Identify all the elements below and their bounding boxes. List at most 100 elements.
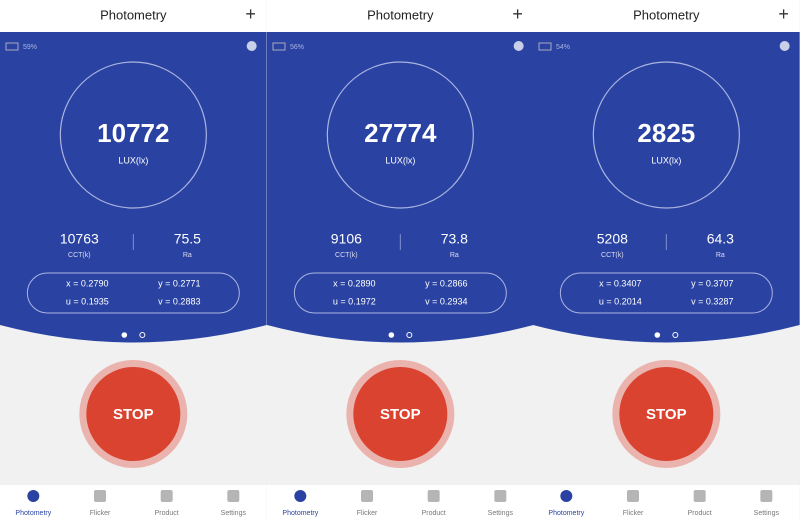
- nav-icon[interactable]: [560, 490, 573, 502]
- stop-label: STOP: [113, 406, 154, 423]
- cct-value: 9106: [330, 231, 361, 247]
- stop-button[interactable]: [352, 367, 447, 461]
- lux-unit: LUX(lx): [652, 155, 682, 165]
- header: [0, 0, 267, 32]
- lux-ring: [59, 61, 207, 209]
- nav-label[interactable]: Settings: [221, 510, 247, 517]
- y-coord: y = 0.2771: [158, 278, 200, 288]
- header-title: Photometry: [100, 7, 167, 22]
- nav-icon[interactable]: [160, 490, 173, 502]
- lux-value: 27774: [364, 118, 437, 148]
- ra-value: 64.3: [707, 231, 734, 247]
- ra-label: Ra: [183, 252, 192, 259]
- u-coord: u = 0.1972: [333, 296, 376, 306]
- bottom-nav: [533, 485, 800, 522]
- v-coord: v = 0.3287: [691, 296, 733, 306]
- phone-screen: Photometry +54% 2825 LUX(lx) 5208 CCT(k) 64.3 R…: [533, 0, 800, 522]
- ra-label: Ra: [716, 252, 725, 259]
- cct-label: CCT(k): [335, 252, 358, 259]
- bottom-nav: [0, 485, 267, 522]
- u-coord: u = 0.2014: [599, 296, 642, 306]
- x-coord: x = 0.2890: [333, 278, 375, 288]
- v-coord: v = 0.2934: [425, 296, 467, 306]
- cct-label: CCT(k): [601, 252, 624, 259]
- nav-icon[interactable]: [693, 490, 706, 502]
- bluetooth-icon: [779, 41, 790, 51]
- add-button[interactable]: +: [245, 4, 256, 24]
- x-coord: x = 0.3407: [599, 278, 641, 288]
- battery-icon: [538, 42, 552, 51]
- cct-value: 10763: [60, 231, 99, 247]
- nav-icon[interactable]: [493, 490, 506, 502]
- page-dot: [672, 332, 679, 338]
- nav-label[interactable]: Settings: [487, 510, 513, 517]
- nav-label[interactable]: Photometry: [282, 510, 318, 517]
- header: [266, 0, 534, 32]
- lux-ring: [326, 61, 474, 209]
- ra-value: 73.8: [440, 231, 467, 247]
- chromaticity-box: [26, 272, 240, 314]
- page-dot-active: [654, 332, 661, 338]
- ra-label: Ra: [450, 252, 459, 259]
- nav-label[interactable]: Product: [421, 510, 445, 517]
- nav-icon[interactable]: [627, 490, 640, 502]
- stop-label: STOP: [646, 406, 687, 423]
- phone-screen: Photometry +59% 10772 LUX(lx) 10763 CCT(k) 75.…: [0, 0, 267, 522]
- chromaticity-box: [560, 272, 774, 314]
- stop-button[interactable]: [619, 367, 714, 461]
- lux-unit: LUX(lx): [118, 155, 148, 165]
- header-title: Photometry: [367, 7, 434, 22]
- nav-icon[interactable]: [360, 490, 373, 502]
- header: [533, 0, 800, 32]
- y-coord: y = 0.2866: [425, 278, 467, 288]
- page-dot-active: [121, 332, 128, 338]
- nav-label[interactable]: Flicker: [623, 510, 644, 517]
- blue-panel: [266, 32, 534, 343]
- nav-label[interactable]: Product: [688, 510, 712, 517]
- lux-value: 2825: [638, 118, 696, 148]
- cct-label: CCT(k): [68, 252, 91, 259]
- chromaticity-box: [293, 272, 507, 314]
- nav-icon[interactable]: [227, 490, 240, 502]
- x-coord: x = 0.2790: [66, 278, 108, 288]
- battery-level: 54%: [556, 44, 570, 51]
- nav-label[interactable]: Photometry: [15, 510, 51, 517]
- battery-icon: [5, 42, 19, 51]
- battery-icon: [272, 42, 286, 51]
- bluetooth-icon: [513, 41, 524, 51]
- page-dot: [405, 332, 412, 338]
- ra-value: 75.5: [174, 231, 201, 247]
- nav-icon[interactable]: [760, 490, 773, 502]
- lux-unit: LUX(lx): [385, 155, 415, 165]
- nav-icon[interactable]: [27, 490, 40, 502]
- v-coord: v = 0.2883: [158, 296, 200, 306]
- add-button[interactable]: +: [779, 4, 790, 24]
- nav-label[interactable]: Flicker: [90, 510, 111, 517]
- nav-icon[interactable]: [427, 490, 440, 502]
- stop-button[interactable]: [86, 367, 181, 461]
- header-title: Photometry: [633, 7, 700, 22]
- phone-screen: Photometry +56% 27774 LUX(lx) 9106 CCT(k) 73.8…: [266, 0, 534, 522]
- page-dot-active: [388, 332, 394, 338]
- nav-icon[interactable]: [94, 490, 106, 502]
- bluetooth-icon: [246, 41, 257, 51]
- lux-ring: [593, 61, 741, 209]
- bottom-nav: [266, 485, 534, 522]
- blue-panel: [533, 32, 800, 343]
- u-coord: u = 0.1935: [66, 296, 109, 306]
- nav-label[interactable]: Settings: [754, 510, 780, 517]
- page-dot: [139, 332, 146, 338]
- lux-value: 10772: [97, 118, 169, 148]
- nav-icon[interactable]: [293, 490, 306, 502]
- battery-level: 59%: [23, 44, 37, 51]
- nav-label[interactable]: Product: [155, 510, 179, 517]
- battery-level: 56%: [290, 44, 304, 51]
- nav-label[interactable]: Photometry: [549, 510, 585, 517]
- blue-panel: [0, 32, 267, 343]
- add-button[interactable]: +: [512, 4, 523, 24]
- nav-label[interactable]: Flicker: [356, 510, 377, 517]
- y-coord: y = 0.3707: [691, 278, 733, 288]
- stop-label: STOP: [380, 406, 421, 423]
- cct-value: 5208: [597, 231, 628, 247]
